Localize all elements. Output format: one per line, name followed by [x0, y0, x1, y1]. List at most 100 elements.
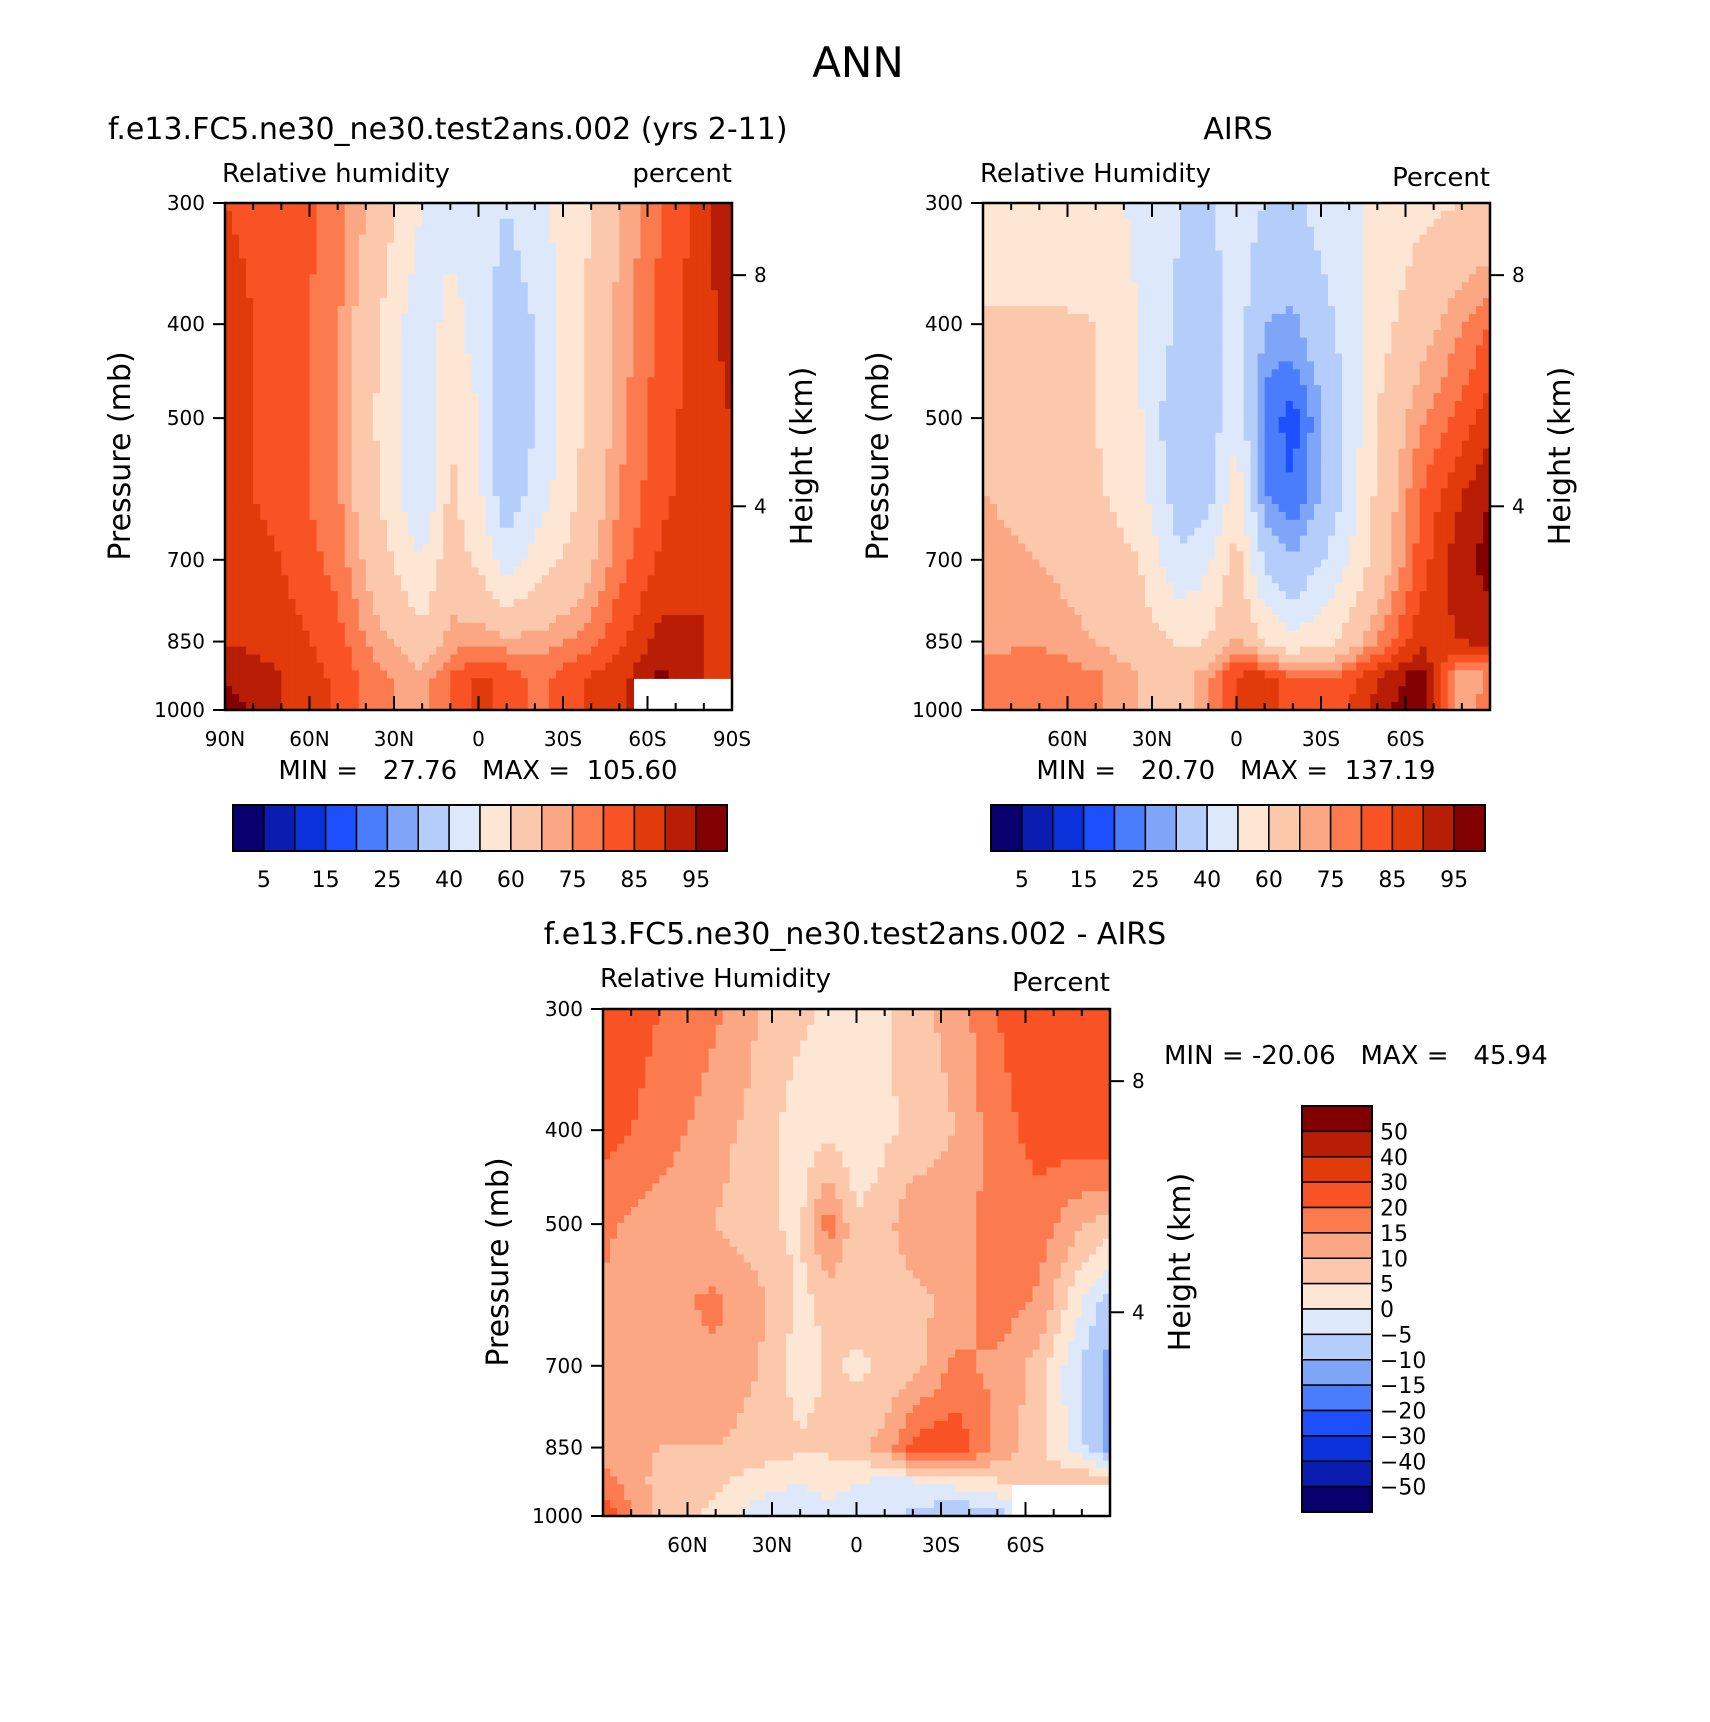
field-cell	[548, 638, 557, 648]
field-cell	[450, 654, 458, 664]
field-cell	[485, 496, 494, 505]
field-cell	[605, 599, 613, 608]
field-cell	[429, 599, 437, 608]
field-cell	[584, 519, 592, 529]
field-cell	[309, 488, 318, 497]
field-cell	[344, 686, 353, 695]
field-cell	[1032, 203, 1040, 212]
field-cell	[570, 440, 578, 450]
field-cell	[415, 662, 423, 671]
panel-model-colorbar: 5 15 25 40 60 75 85 95	[232, 804, 728, 893]
field-cell	[379, 329, 388, 339]
field-cell	[1060, 203, 1069, 212]
field-cell	[534, 551, 543, 561]
field-cell	[1194, 210, 1202, 220]
field-cell	[281, 313, 289, 323]
field-cell	[717, 377, 726, 386]
field-cell	[316, 670, 325, 679]
field-cell	[555, 274, 564, 283]
field-cell	[485, 290, 494, 299]
field-cell	[457, 440, 466, 450]
field-cell	[1440, 218, 1449, 228]
field-cell	[548, 496, 557, 505]
field-cell	[541, 670, 550, 679]
field-cell	[626, 622, 635, 632]
field-cell	[633, 496, 642, 505]
field-cell	[563, 369, 571, 378]
field-cell	[225, 567, 233, 576]
field-cell	[429, 305, 437, 315]
field-cell	[577, 305, 585, 315]
field-cell	[619, 226, 627, 236]
field-cell	[1201, 203, 1209, 212]
field-cell	[997, 226, 1005, 236]
field-cell	[612, 662, 620, 671]
field-cell	[520, 385, 529, 394]
field-cell	[541, 527, 550, 537]
field-cell	[1067, 218, 1076, 228]
field-cell	[1109, 226, 1118, 236]
field-cell	[499, 203, 508, 212]
field-cell	[372, 424, 381, 434]
field-cell	[640, 504, 649, 513]
field-cell	[492, 305, 501, 315]
field-cell	[372, 298, 381, 307]
field-cell	[365, 361, 374, 370]
field-cell	[394, 678, 402, 687]
field-cell	[379, 274, 388, 283]
field-cell	[239, 258, 247, 267]
field-cell	[541, 551, 550, 561]
field-cell	[401, 527, 409, 537]
field-cell	[358, 614, 367, 624]
field-cell	[464, 448, 473, 458]
field-cell	[337, 614, 346, 624]
field-cell	[703, 385, 712, 394]
field-cell	[527, 416, 536, 426]
field-cell	[717, 575, 726, 584]
field-cell	[302, 329, 311, 339]
field-cell	[598, 583, 606, 592]
field-cell	[232, 258, 240, 267]
field-cell	[513, 488, 522, 497]
field-cell	[612, 242, 620, 252]
field-cell	[668, 353, 677, 363]
field-cell	[358, 290, 367, 299]
field-cell	[394, 337, 402, 347]
field-cell	[260, 408, 268, 418]
field-cell	[527, 377, 536, 386]
field-cell	[323, 464, 332, 473]
field-cell	[225, 440, 233, 450]
field-cell	[443, 511, 451, 521]
field-cell	[288, 630, 297, 640]
field-cell	[485, 369, 494, 378]
field-cell	[577, 369, 585, 378]
field-cell	[661, 464, 670, 473]
field-cell	[682, 670, 691, 679]
field-cell	[1074, 234, 1083, 244]
field-cell	[724, 472, 733, 481]
field-cell	[351, 290, 360, 299]
field-cell	[422, 266, 430, 275]
field-cell	[541, 432, 550, 442]
field-cell	[401, 337, 409, 347]
field-cell	[239, 662, 247, 671]
field-cell	[344, 527, 353, 537]
field-cell	[661, 646, 670, 656]
field-cell	[696, 472, 705, 481]
field-cell	[309, 607, 318, 616]
field-cell	[302, 511, 311, 521]
field-cell	[471, 218, 480, 228]
field-cell	[527, 218, 536, 228]
field-cell	[351, 432, 360, 442]
field-cell	[471, 607, 480, 616]
field-cell	[1482, 210, 1491, 220]
field-cell	[365, 305, 374, 315]
field-cell	[1264, 226, 1273, 236]
field-cell	[450, 242, 458, 252]
field-cell	[541, 567, 550, 576]
field-cell	[386, 607, 395, 616]
field-cell	[605, 385, 613, 394]
field-cell	[506, 424, 515, 434]
field-cell	[281, 614, 289, 624]
field-cell	[302, 416, 311, 426]
